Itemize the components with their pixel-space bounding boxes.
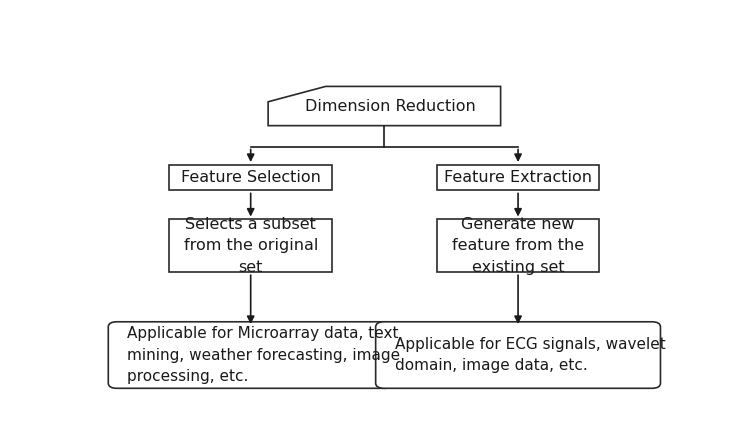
FancyBboxPatch shape — [170, 165, 332, 190]
Text: Dimension Reduction: Dimension Reduction — [304, 98, 476, 113]
FancyBboxPatch shape — [436, 219, 599, 272]
FancyBboxPatch shape — [376, 322, 661, 389]
Text: Feature Selection: Feature Selection — [181, 170, 321, 185]
Polygon shape — [268, 86, 501, 126]
Text: Applicable for ECG signals, wavelet
domain, image data, etc.: Applicable for ECG signals, wavelet doma… — [394, 337, 665, 373]
Text: Feature Extraction: Feature Extraction — [444, 170, 592, 185]
Text: Generate new
feature from the
existing set: Generate new feature from the existing s… — [452, 217, 584, 275]
FancyBboxPatch shape — [436, 165, 599, 190]
Text: Applicable for Microarray data, text
mining, weather forecasting, image
processi: Applicable for Microarray data, text min… — [128, 326, 400, 384]
FancyBboxPatch shape — [170, 219, 332, 272]
FancyBboxPatch shape — [108, 322, 393, 389]
Text: Selects a subset
from the original
set: Selects a subset from the original set — [184, 217, 318, 275]
